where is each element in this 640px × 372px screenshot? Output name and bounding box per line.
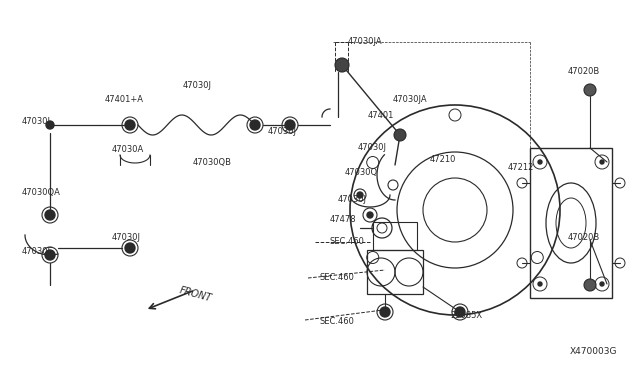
Text: X470003G: X470003G — [570, 347, 618, 356]
Text: 47030J: 47030J — [338, 196, 367, 205]
Text: SEC.460: SEC.460 — [320, 317, 355, 327]
Circle shape — [584, 279, 596, 291]
Circle shape — [335, 58, 349, 72]
Text: 47401: 47401 — [368, 110, 394, 119]
Text: 47030JA: 47030JA — [393, 96, 428, 105]
Circle shape — [538, 160, 542, 164]
Bar — [530, 148, 612, 298]
Circle shape — [394, 129, 406, 141]
Text: 47401+A: 47401+A — [105, 96, 144, 105]
Text: 47030JA: 47030JA — [348, 38, 383, 46]
Text: SEC.460: SEC.460 — [330, 237, 365, 247]
Circle shape — [600, 282, 604, 286]
Circle shape — [285, 120, 295, 130]
Text: 47030J: 47030J — [22, 118, 51, 126]
Text: 25085X: 25085X — [450, 311, 482, 320]
Circle shape — [367, 212, 373, 218]
Circle shape — [46, 121, 54, 129]
Circle shape — [538, 282, 542, 286]
Text: 47030J: 47030J — [268, 128, 297, 137]
Circle shape — [125, 120, 135, 130]
Text: 47020B: 47020B — [568, 67, 600, 77]
Text: 47030E: 47030E — [22, 247, 54, 257]
Text: 47212: 47212 — [508, 164, 534, 173]
Text: 47030QA: 47030QA — [22, 187, 61, 196]
Circle shape — [584, 84, 596, 96]
Circle shape — [250, 120, 260, 130]
Text: 47030A: 47030A — [112, 145, 144, 154]
Text: 47210: 47210 — [430, 155, 456, 164]
Text: 47030Q: 47030Q — [345, 167, 378, 176]
Circle shape — [45, 250, 55, 260]
Text: SEC.460: SEC.460 — [320, 273, 355, 282]
Bar — [367, 250, 423, 294]
Circle shape — [45, 210, 55, 220]
Text: FRONT: FRONT — [178, 286, 212, 304]
Text: 47030J: 47030J — [112, 234, 141, 243]
Text: 47478: 47478 — [330, 215, 356, 224]
Circle shape — [125, 243, 135, 253]
Circle shape — [380, 307, 390, 317]
Text: 47020B: 47020B — [568, 234, 600, 243]
Text: 47030QB: 47030QB — [193, 157, 232, 167]
Circle shape — [600, 160, 604, 164]
Text: 47030J: 47030J — [358, 144, 387, 153]
Circle shape — [455, 307, 465, 317]
Bar — [373, 222, 417, 250]
Circle shape — [357, 192, 363, 198]
Text: 47030J: 47030J — [183, 80, 212, 90]
